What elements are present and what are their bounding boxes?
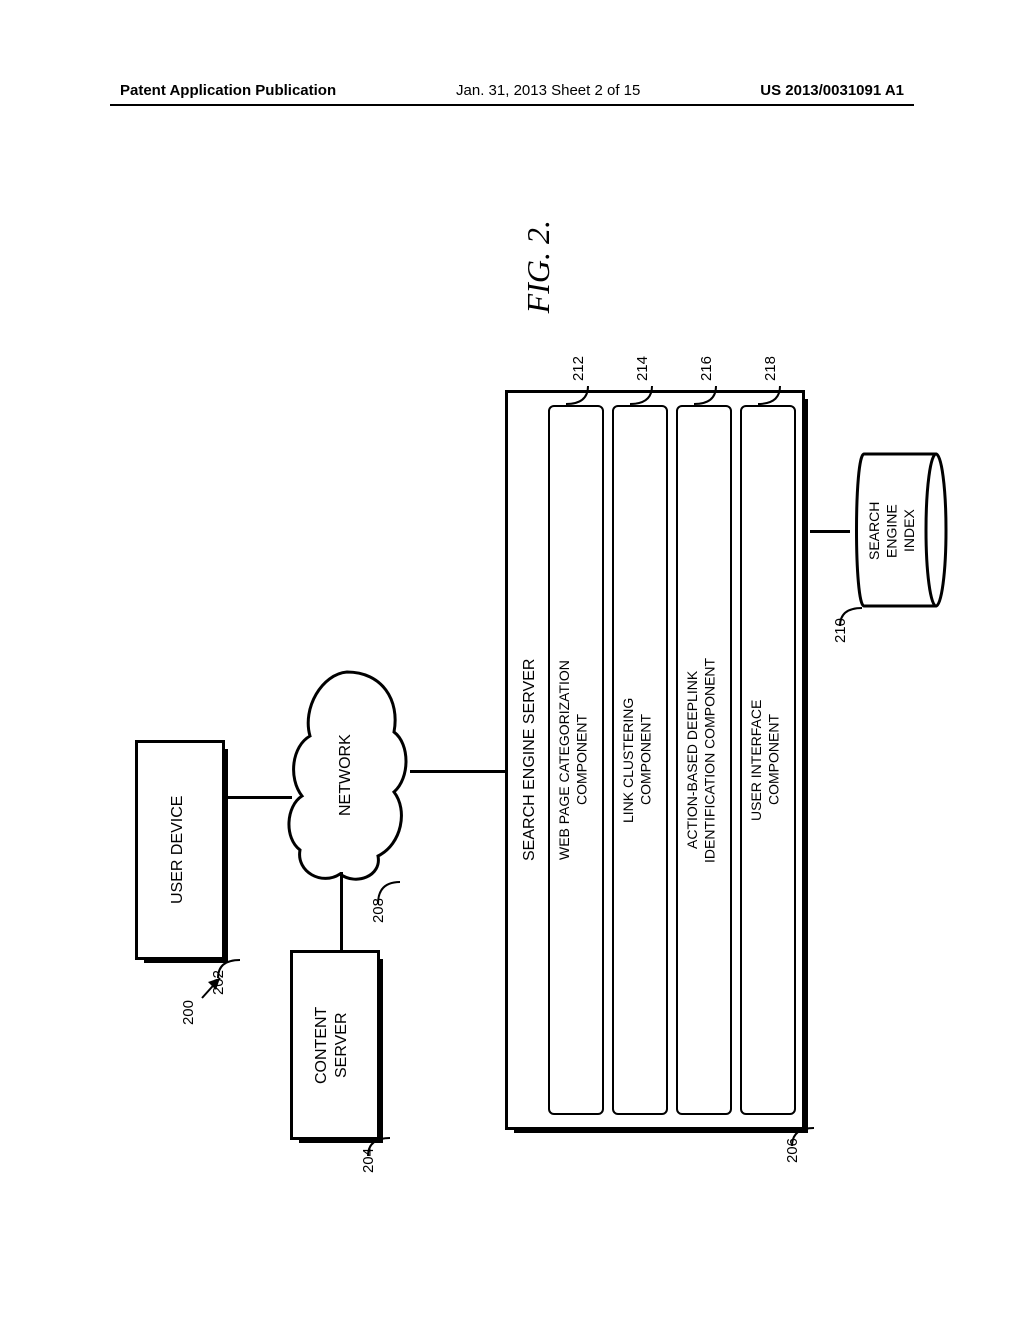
comp-218-label: USER INTERFACE COMPONENT: [748, 610, 783, 910]
search-server-label: SEARCH ENGINE SERVER: [520, 580, 540, 940]
ref-216-hook: [692, 384, 718, 406]
ref-214: 214: [634, 356, 651, 381]
figure-caption: FIG. 2.: [520, 220, 557, 313]
ref-208-hook: [376, 880, 402, 906]
comp-214-label: LINK CLUSTERING COMPONENT: [620, 610, 655, 910]
header-mid: Jan. 31, 2013 Sheet 2 of 15: [456, 82, 640, 99]
conn-network-searchserver: [410, 770, 506, 773]
ref-204-hook: [366, 1136, 392, 1158]
ref-210-hook: [838, 606, 864, 628]
header-left: Patent Application Publication: [120, 82, 336, 99]
conn-contentserver-network: [340, 872, 343, 952]
user-device-label: USER DEVICE: [168, 770, 188, 930]
ref-214-hook: [628, 384, 654, 406]
ref-218: 218: [762, 356, 779, 381]
ref-216: 216: [698, 356, 715, 381]
ref-206-hook: [790, 1126, 816, 1148]
ref-218-hook: [756, 384, 782, 406]
conn-userdevice-network: [224, 796, 292, 799]
header-rule: [110, 104, 914, 106]
ref-202-hook: [216, 958, 242, 980]
ref-212-hook: [564, 384, 590, 406]
db-label: SEARCH ENGINE INDEX: [866, 476, 919, 586]
content-server-label: CONTENT SERVER: [312, 980, 352, 1110]
ref-212: 212: [570, 356, 587, 381]
diagram: 200 USER DEVICE 202 CONTENT SERVER 204 N…: [100, 180, 920, 1100]
comp-216-label: ACTION-BASED DEEPLINK IDENTIFICATION COM…: [684, 540, 719, 980]
ref-200: 200: [180, 1000, 197, 1025]
page-header: Patent Application Publication Jan. 31, …: [0, 82, 1024, 99]
network-label: NETWORK: [336, 710, 356, 840]
header-right: US 2013/0031091 A1: [760, 82, 904, 99]
comp-212-label: WEB PAGE CATEGORIZATION COMPONENT: [556, 550, 591, 970]
conn-searchserver-db: [810, 530, 850, 533]
